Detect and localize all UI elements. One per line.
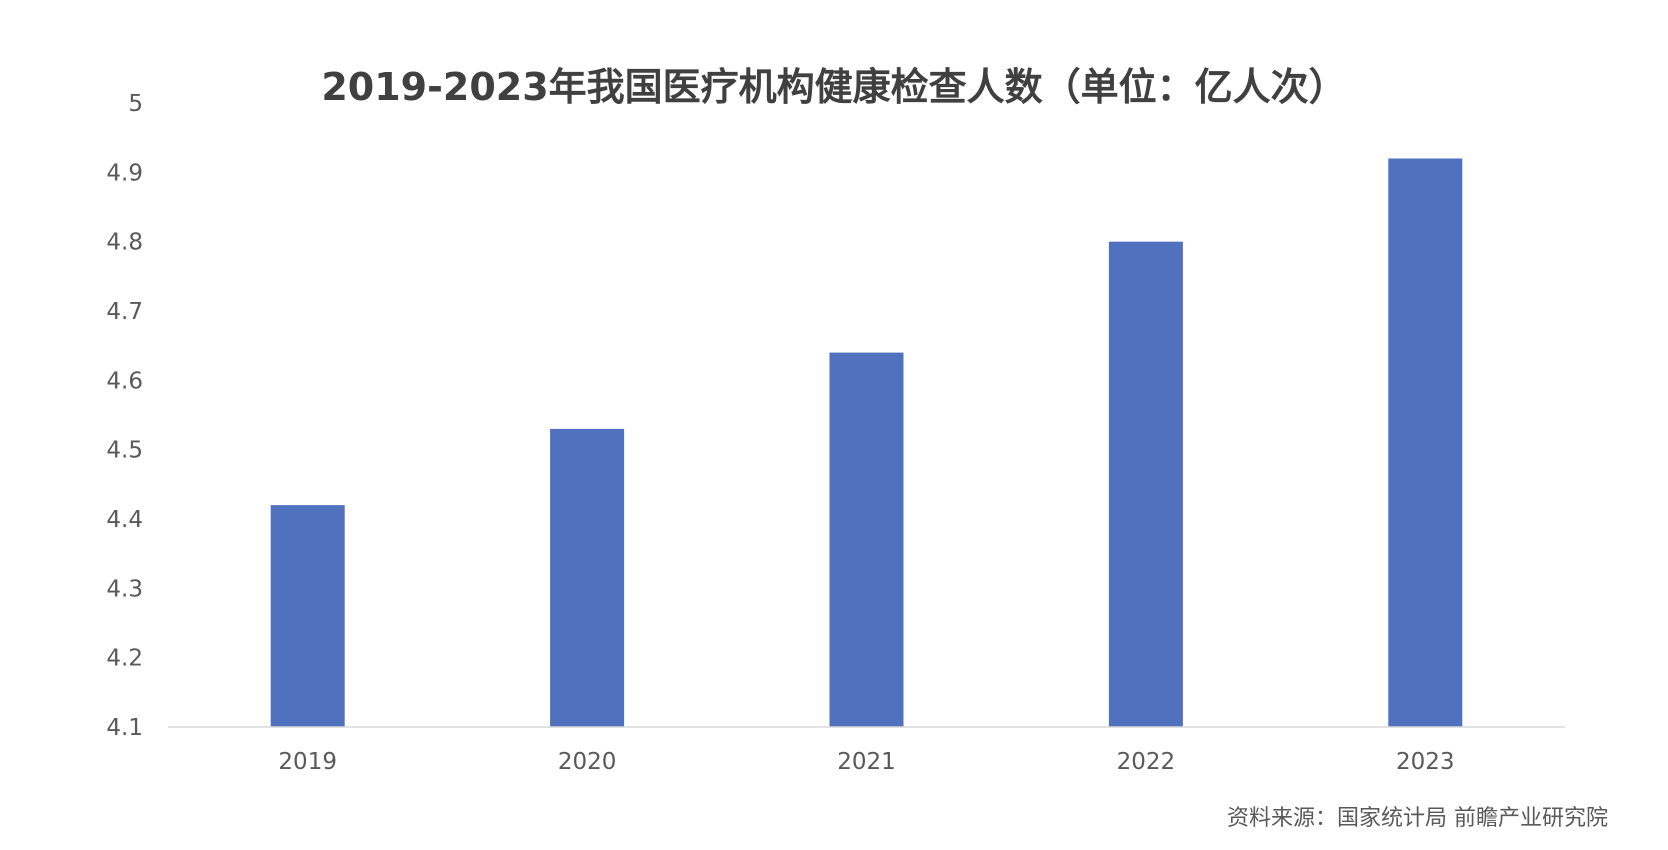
y-tick-label: 4.6 bbox=[106, 368, 143, 394]
y-tick-label: 4.5 bbox=[106, 438, 143, 464]
y-tick-label: 4.1 bbox=[106, 715, 143, 741]
y-tick-label: 4.8 bbox=[106, 230, 143, 256]
y-tick-label: 4.2 bbox=[106, 646, 143, 672]
x-tick-label: 2021 bbox=[837, 749, 896, 775]
bar-2021 bbox=[829, 352, 904, 727]
x-tick-label: 2020 bbox=[558, 749, 617, 775]
y-tick-label: 4.9 bbox=[106, 160, 143, 186]
x-tick-label: 2022 bbox=[1117, 749, 1176, 775]
bars bbox=[270, 158, 1463, 727]
x-tick-label: 2019 bbox=[278, 749, 337, 775]
bar-2019 bbox=[270, 505, 345, 727]
x-tick-label: 2023 bbox=[1396, 749, 1455, 775]
bar-2020 bbox=[550, 428, 625, 727]
bar-2023 bbox=[1388, 158, 1463, 727]
x-axis-ticks: 2019 2020 2021 2022 2023 bbox=[278, 749, 1454, 775]
y-tick-label: 4.4 bbox=[106, 507, 143, 533]
chart-title: 2019-2023年我国医疗机构健康检查人数（单位：亿人次） bbox=[321, 65, 1347, 109]
y-tick-label: 5 bbox=[128, 91, 143, 117]
y-tick-label: 4.7 bbox=[106, 299, 143, 325]
y-tick-label: 4.3 bbox=[106, 576, 143, 602]
y-axis-ticks: 4.1 4.2 4.3 4.4 4.5 4.6 4.7 4.8 4.9 5 bbox=[106, 91, 143, 741]
bar-2022 bbox=[1108, 241, 1183, 727]
source-note: 资料来源：国家统计局 前瞻产业研究院 bbox=[1227, 806, 1608, 831]
